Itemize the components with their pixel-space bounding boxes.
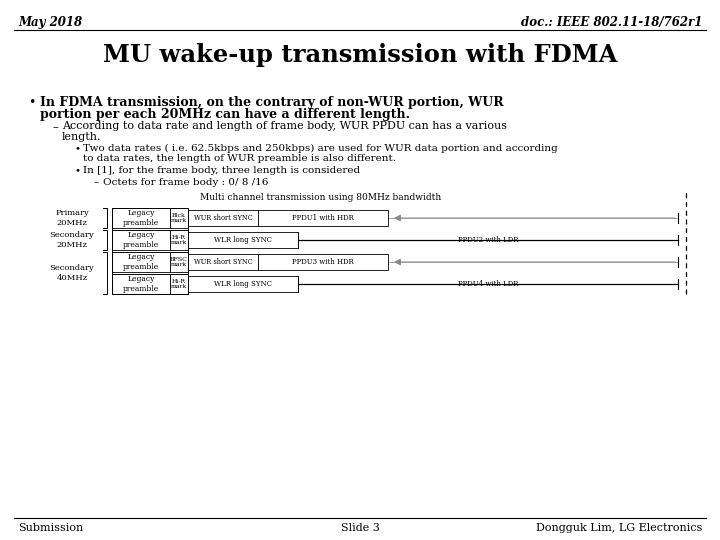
- Bar: [170, 274, 188, 294]
- Text: In [1], for the frame body, three length is considered: In [1], for the frame body, three length…: [83, 166, 360, 175]
- Text: WLR long SYNC: WLR long SYNC: [214, 236, 272, 244]
- Text: May 2018: May 2018: [18, 16, 82, 29]
- Bar: [112, 208, 188, 294]
- Bar: [258, 210, 388, 226]
- Bar: [188, 254, 258, 270]
- Bar: [112, 230, 170, 250]
- Text: PPDU4 with LDR: PPDU4 with LDR: [458, 280, 518, 288]
- Text: Multi channel transmission using 80MHz bandwidth: Multi channel transmission using 80MHz b…: [200, 193, 441, 202]
- Text: PPDU3 with HDR: PPDU3 with HDR: [292, 258, 354, 266]
- Text: Blck
mark: Blck mark: [171, 213, 187, 224]
- Text: Hi-R
mark: Hi-R mark: [171, 279, 187, 289]
- Text: portion per each 20MHz can have a different length.: portion per each 20MHz can have a differ…: [40, 108, 410, 121]
- Text: to data rates, the length of WUR preamble is also different.: to data rates, the length of WUR preambl…: [83, 154, 396, 163]
- Text: PPDU2 with LDR: PPDU2 with LDR: [458, 236, 518, 244]
- Text: doc.: IEEE 802.11-18/762r1: doc.: IEEE 802.11-18/762r1: [521, 16, 702, 29]
- Text: •: •: [74, 166, 80, 175]
- Bar: [112, 252, 170, 272]
- Text: Secondary
40MHz: Secondary 40MHz: [50, 265, 94, 281]
- Text: –: –: [52, 121, 58, 134]
- Text: Legacy
preamble: Legacy preamble: [123, 232, 159, 248]
- Text: Hi-R
mark: Hi-R mark: [171, 234, 187, 245]
- Text: Submission: Submission: [18, 523, 84, 533]
- Bar: [170, 230, 188, 250]
- Text: Octets for frame body : 0/ 8 /16: Octets for frame body : 0/ 8 /16: [103, 178, 269, 187]
- Text: Legacy
preamble: Legacy preamble: [123, 253, 159, 271]
- Bar: [170, 208, 188, 228]
- Text: According to data rate and length of frame body, WUR PPDU can has a various: According to data rate and length of fra…: [62, 121, 507, 131]
- Text: WUR short SYNC: WUR short SYNC: [194, 258, 253, 266]
- Text: •: •: [74, 144, 80, 153]
- Bar: [188, 232, 298, 248]
- Text: WLR long SYNC: WLR long SYNC: [214, 280, 272, 288]
- Text: length.: length.: [62, 132, 102, 142]
- Text: Dongguk Lim, LG Electronics: Dongguk Lim, LG Electronics: [536, 523, 702, 533]
- Text: Secondary
20MHz: Secondary 20MHz: [50, 232, 94, 248]
- Text: BFSC
mark: BFSC mark: [170, 256, 188, 267]
- Text: Two data rates ( i.e. 62.5kbps and 250kbps) are used for WUR data portion and ac: Two data rates ( i.e. 62.5kbps and 250kb…: [83, 144, 558, 153]
- Text: Slide 3: Slide 3: [341, 523, 379, 533]
- Text: –: –: [94, 178, 99, 187]
- Bar: [112, 208, 170, 228]
- Bar: [258, 254, 388, 270]
- Text: WUR short SYNC: WUR short SYNC: [194, 214, 253, 222]
- Bar: [188, 210, 258, 226]
- Text: Primary
20MHz: Primary 20MHz: [55, 210, 89, 227]
- Text: Legacy
preamble: Legacy preamble: [123, 275, 159, 293]
- Bar: [188, 276, 298, 292]
- Text: In FDMA transmission, on the contrary of non-WUR portion, WUR: In FDMA transmission, on the contrary of…: [40, 96, 503, 109]
- Bar: [170, 252, 188, 272]
- Text: PPDU1 with HDR: PPDU1 with HDR: [292, 214, 354, 222]
- Text: MU wake-up transmission with FDMA: MU wake-up transmission with FDMA: [103, 43, 617, 67]
- Text: Legacy
preamble: Legacy preamble: [123, 210, 159, 227]
- Text: •: •: [28, 96, 35, 109]
- Bar: [112, 274, 170, 294]
